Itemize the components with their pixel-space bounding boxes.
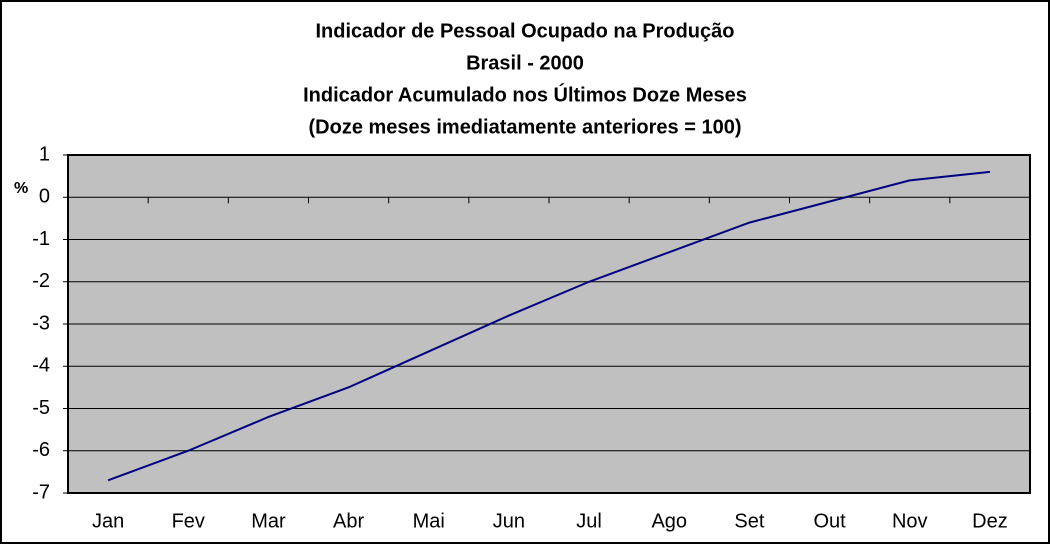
- y-axis-label: %: [14, 180, 28, 197]
- y-tick-label: -2: [32, 270, 50, 292]
- y-tick-label: 0: [39, 186, 50, 208]
- y-tick-label: -7: [32, 481, 50, 503]
- y-tick-label: -3: [32, 312, 50, 334]
- chart-title: Indicador Acumulado nos Últimos Doze Mes…: [303, 82, 747, 106]
- x-tick-label: Jan: [92, 510, 124, 532]
- x-tick-label: Abr: [333, 510, 364, 532]
- x-tick-label: Fev: [172, 510, 205, 532]
- chart-title: (Doze meses imediatamente anteriores = 1…: [309, 116, 742, 138]
- x-tick-label: Dez: [972, 510, 1008, 532]
- x-tick-label: Nov: [892, 510, 928, 532]
- x-tick-label: Set: [734, 510, 764, 532]
- y-tick-label: -6: [32, 439, 50, 461]
- y-tick-label: -4: [32, 355, 50, 377]
- y-tick-label: 1: [39, 143, 50, 165]
- y-tick-label: -5: [32, 397, 50, 419]
- x-tick-label: Out: [813, 510, 846, 532]
- data-line: [107, 170, 991, 482]
- x-tick-label: Jun: [493, 510, 525, 532]
- chart-title: Indicador de Pessoal Ocupado na Produção: [316, 20, 735, 42]
- x-tick-label: Mar: [251, 510, 286, 532]
- chart-title: Brasil - 2000: [466, 52, 584, 74]
- x-tick-label: Mai: [413, 510, 445, 532]
- y-tick-label: -1: [32, 228, 50, 250]
- x-tick-label: Ago: [651, 510, 687, 532]
- x-tick-label: Jul: [576, 510, 602, 532]
- plot-border: [67, 154, 1031, 494]
